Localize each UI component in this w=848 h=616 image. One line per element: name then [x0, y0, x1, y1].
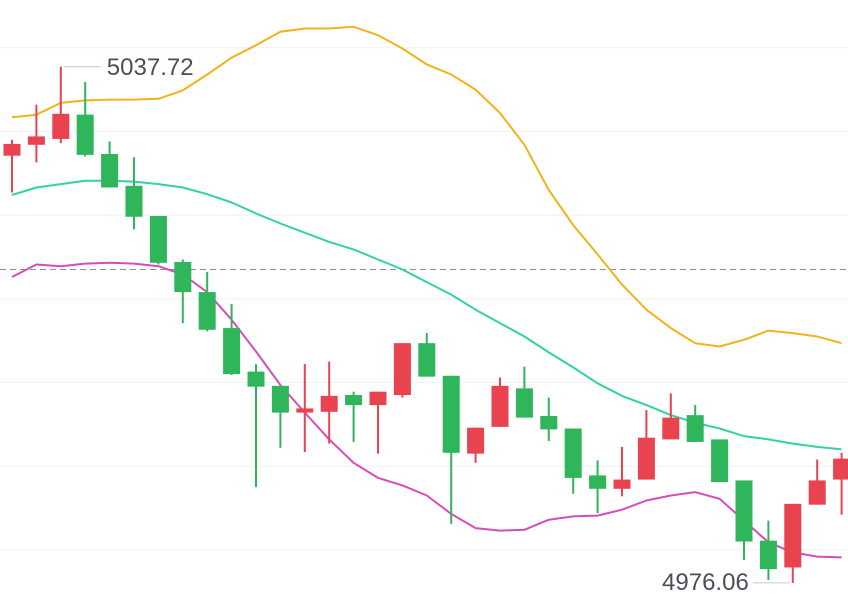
candle-body	[686, 415, 704, 442]
candle-body	[442, 375, 460, 453]
candle-body	[393, 343, 411, 396]
candle-body	[174, 261, 192, 293]
band-line	[11, 261, 842, 559]
candle-body	[637, 437, 655, 480]
candle-body	[247, 371, 265, 387]
candle-body	[101, 154, 119, 188]
candle-body	[198, 292, 216, 330]
candle-body	[345, 395, 363, 406]
candle-body	[540, 415, 558, 430]
candle-body	[491, 385, 509, 427]
candle-body	[833, 458, 848, 480]
low-label: 4976.06	[662, 569, 749, 596]
candle-body	[759, 540, 777, 570]
candle-body	[808, 480, 826, 505]
candle-body	[735, 480, 753, 542]
candle-body	[3, 143, 21, 156]
candle-body	[296, 408, 314, 413]
band-line	[11, 179, 842, 451]
high-label: 5037.72	[107, 54, 194, 81]
candle-body	[320, 395, 338, 412]
band-line	[11, 25, 842, 348]
candle-body	[52, 113, 70, 139]
candle-body	[76, 114, 94, 155]
candle-body	[467, 427, 485, 454]
candle-body	[613, 479, 631, 489]
candle-body	[564, 428, 582, 478]
candle-body	[662, 417, 680, 440]
candle-body	[711, 439, 729, 483]
candle-body	[223, 328, 241, 375]
candle-body	[515, 388, 533, 418]
candle-body	[149, 215, 167, 263]
candle-body	[125, 185, 143, 217]
candle-body	[589, 475, 607, 489]
candle-body	[418, 343, 436, 377]
candle-body	[369, 391, 387, 406]
candle-body	[271, 385, 289, 413]
candle-body	[784, 503, 802, 568]
candle-body	[27, 136, 45, 145]
